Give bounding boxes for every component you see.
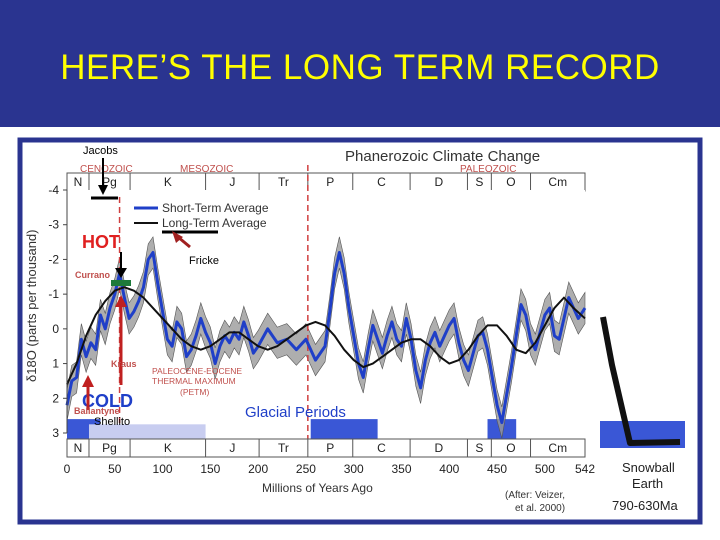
period-label: N xyxy=(74,175,83,189)
snowball-label-line-2: Earth xyxy=(632,476,663,491)
figure-title: Phanerozoic Climate Change xyxy=(345,148,540,165)
period-label: C xyxy=(377,175,386,189)
y-tick-label: -2 xyxy=(48,252,59,266)
period-label: Cm xyxy=(548,175,567,189)
period-label: N xyxy=(74,441,83,455)
annotation-fricke: Fricke xyxy=(189,255,219,267)
petm-label-line-3: (PETM) xyxy=(180,387,209,397)
climate-figure: Phanerozoic Climate Change CENOZOIC MESO… xyxy=(0,127,720,540)
x-tick-label: 100 xyxy=(153,462,173,476)
slide-header: HERE’S THE LONG TERM RECORD xyxy=(0,0,720,127)
legend-short-term-label: Short-Term Average xyxy=(162,201,269,215)
snowball-label-line-1: Snowball xyxy=(622,460,675,475)
annotation-currano: Currano xyxy=(75,270,111,280)
period-label: J xyxy=(229,175,235,189)
cold-label: COLD xyxy=(82,391,133,411)
period-label: Tr xyxy=(278,441,289,455)
series-lines xyxy=(65,250,587,425)
glacial-bar xyxy=(310,419,378,439)
snowball-curve xyxy=(600,316,681,446)
y-axis-label: δ18O (parts per thousand) xyxy=(24,230,39,382)
annotation-jacobs: Jacobs xyxy=(83,145,118,157)
y-tick-label: 0 xyxy=(52,322,59,336)
snowball-label-line-3: 790-630Ma xyxy=(612,498,679,513)
glacial-bar-light xyxy=(88,424,206,439)
period-label: J xyxy=(229,441,235,455)
x-tick-label: 450 xyxy=(487,462,507,476)
hot-label: HOT xyxy=(82,232,120,252)
jacobs-arrow-head xyxy=(98,185,108,195)
petm-label-line-1: PALEOCENE-EOCENE xyxy=(152,366,242,376)
y-tick-label: 1 xyxy=(52,357,59,371)
period-label: K xyxy=(164,175,172,189)
currano-bar xyxy=(111,280,131,286)
era-label-cenozoic: CENOZOIC xyxy=(80,164,133,175)
series-short-term-line xyxy=(65,250,587,425)
citation-line-2: et al. 2000) xyxy=(515,503,565,514)
x-tick-label: 350 xyxy=(391,462,411,476)
x-tick-label: 400 xyxy=(439,462,459,476)
series-long-term-line xyxy=(66,286,586,385)
period-label: C xyxy=(377,441,386,455)
period-label: Pg xyxy=(102,441,117,455)
x-axis: 0 50 100 150 200 250 300 350 400 450 500 542 xyxy=(64,462,596,476)
period-label: Tr xyxy=(278,175,289,189)
x-tick-label: 150 xyxy=(200,462,220,476)
period-label: D xyxy=(434,175,443,189)
era-label-mesozoic: MESOZOIC xyxy=(180,164,233,175)
glacial-periods-label: Glacial Periods xyxy=(245,404,346,421)
period-label: S xyxy=(475,441,483,455)
legend-long-term-label: Long-Term Average xyxy=(162,216,267,230)
period-label: S xyxy=(475,175,483,189)
x-tick-label: 50 xyxy=(108,462,122,476)
era-label-paleozoic: PALEOZOIC xyxy=(460,164,517,175)
annotation-shellito: Shellito xyxy=(94,416,130,428)
currano-arrow-head xyxy=(115,268,127,278)
x-tick-label: 542 xyxy=(575,462,595,476)
y-axis: -4 -3 -2 -1 0 1 2 3 xyxy=(48,183,68,440)
period-label: P xyxy=(326,175,334,189)
plot-area xyxy=(67,190,585,433)
y-tick-label: -1 xyxy=(48,287,59,301)
figure-frame xyxy=(17,137,703,525)
y-tick-label: -4 xyxy=(48,183,59,197)
y-tick-label: -3 xyxy=(48,218,59,232)
x-tick-label: 0 xyxy=(64,462,71,476)
period-label: D xyxy=(434,441,443,455)
slide-title: HERE’S THE LONG TERM RECORD xyxy=(60,48,660,87)
x-tick-label: 300 xyxy=(344,462,364,476)
period-label: Cm xyxy=(548,441,567,455)
period-row-top: N Pg K J Tr P C D S O Cm xyxy=(66,172,586,192)
annotation-kraus: Kraus xyxy=(111,359,137,369)
ballantyne-arrow-head xyxy=(82,375,94,387)
petm-label-line-2: THERMAL MAXIMUM xyxy=(152,376,236,386)
period-row-bottom: N Pg K J Tr P C D S O Cm xyxy=(66,438,586,458)
kraus-arrow-head xyxy=(115,295,127,307)
x-tick-label: 250 xyxy=(296,462,316,476)
period-label: P xyxy=(326,441,334,455)
x-axis-label: Millions of Years Ago xyxy=(262,481,373,495)
citation-line-1: (After: Veizer, xyxy=(505,490,565,501)
fricke-arrow-head xyxy=(172,231,183,243)
legend: Short-Term Average Long-Term Average xyxy=(134,201,269,230)
annotation-ballantyne: Ballantyne xyxy=(74,406,120,416)
y-tick-label: 3 xyxy=(52,426,59,440)
period-label: K xyxy=(164,441,172,455)
period-label: O xyxy=(506,441,515,455)
x-tick-label: 500 xyxy=(535,462,555,476)
y-tick-label: 2 xyxy=(52,391,59,405)
period-label: O xyxy=(506,175,515,189)
period-row-frame xyxy=(66,438,586,458)
x-tick-label: 200 xyxy=(248,462,268,476)
